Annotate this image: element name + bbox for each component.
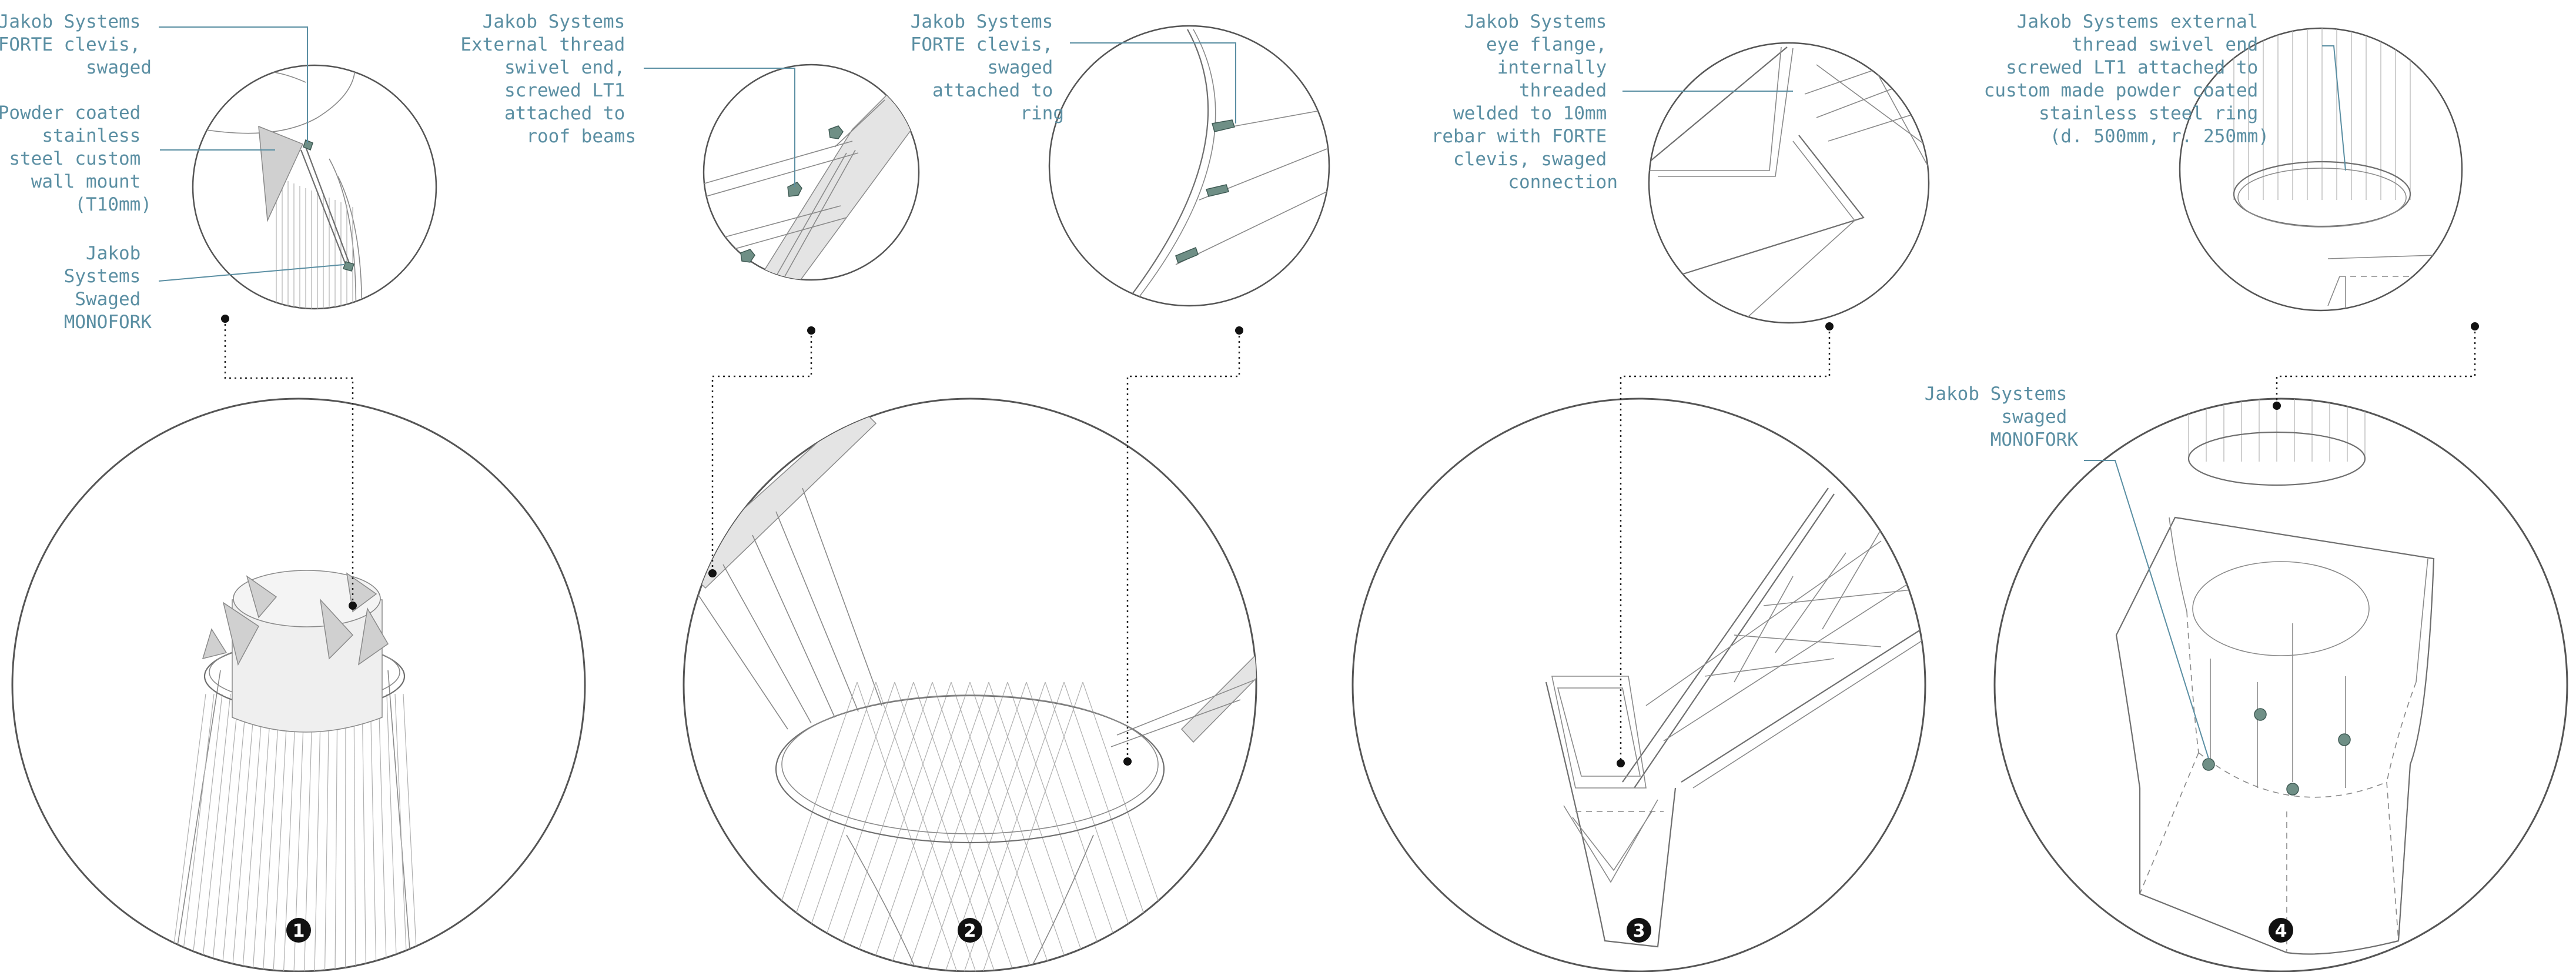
forte-clevis-ring-2 bbox=[1206, 184, 1229, 197]
monofork-fitting bbox=[343, 261, 354, 272]
detail-3: Jakob Systems eye flange, internally thr… bbox=[1351, 11, 1930, 972]
detail-3-callout-dot-bottom bbox=[1617, 759, 1625, 767]
leader-forte-clevis bbox=[159, 26, 308, 143]
detail-2-main-circle bbox=[683, 398, 1257, 972]
detail-2-callout-line-right bbox=[1126, 330, 1240, 761]
detail-3-callout-line bbox=[1620, 326, 1831, 763]
detail-2-callout-dot-3 bbox=[1235, 326, 1243, 335]
svg-text:2: 2 bbox=[964, 921, 976, 941]
swivel-end-fitting-3 bbox=[828, 125, 844, 139]
detail-1-number-badge: 1 bbox=[286, 918, 311, 943]
leader-swivel-end bbox=[644, 68, 795, 187]
label-d4-monofork: Jakob Systems swaged MONOFORK bbox=[1925, 383, 2079, 450]
detail-3-zoom-circle bbox=[1648, 42, 1930, 324]
monofork-fitting-1 bbox=[2254, 708, 2267, 721]
detail-2: Jakob Systems External thread swivel end… bbox=[460, 11, 1330, 972]
detail-1-zoom-linework bbox=[199, 65, 363, 309]
detail-2-callout-dot-2 bbox=[708, 569, 717, 577]
detail-4-number-badge: 4 bbox=[2269, 918, 2293, 943]
detail-1-main-linework bbox=[170, 570, 418, 971]
detail-2-zoom-circle-right bbox=[1048, 25, 1330, 307]
detail-1-callout-dot-bottom bbox=[349, 602, 357, 610]
swivel-end-fitting-2 bbox=[740, 249, 755, 263]
detail-4-callout-dot-bottom bbox=[2273, 402, 2281, 410]
detail-1-callout-dot-top bbox=[221, 315, 229, 323]
leader-monofork-d4 bbox=[2084, 460, 2209, 759]
monofork-fitting-4 bbox=[2338, 733, 2351, 746]
detail-4: Jakob Systems external thread swivel end… bbox=[1925, 11, 2568, 972]
label-d1-forte-clevis: Jakob Systems FORTE clevis, swaged bbox=[0, 11, 152, 78]
monofork-fitting-3 bbox=[2286, 783, 2299, 796]
forte-clevis-fitting bbox=[303, 139, 313, 151]
detail-2-callout-dot-4 bbox=[1123, 757, 1132, 766]
detail-3-callout-dot-top bbox=[1825, 322, 1834, 330]
detail-4-zoom-circle bbox=[2179, 27, 2463, 312]
monofork-fitting-2 bbox=[2202, 758, 2215, 771]
svg-text:3: 3 bbox=[1633, 921, 1645, 941]
label-d2-forte-clevis: Jakob Systems FORTE clevis, swaged attac… bbox=[911, 11, 1064, 124]
leader-forte-clevis-ring bbox=[1070, 42, 1236, 123]
forte-clevis-ring-1 bbox=[1212, 119, 1235, 132]
detail-2-callout-dot-1 bbox=[807, 326, 815, 335]
label-d2-swivel-end: Jakob Systems External thread swivel end… bbox=[460, 11, 636, 147]
detail-4-main-linework bbox=[2115, 399, 2435, 955]
detail-1: Jakob Systems FORTE clevis, swaged Powde… bbox=[0, 11, 586, 972]
leader-external-thread-ring bbox=[2322, 45, 2346, 171]
detail-1-callout-line bbox=[224, 319, 354, 606]
detail-1-zoom-circle bbox=[192, 64, 437, 310]
detail-3-number-badge: 3 bbox=[1627, 918, 1651, 943]
label-d4-external-thread: Jakob Systems external thread swivel end… bbox=[1984, 11, 2269, 147]
detail-4-callout-dot-top bbox=[2471, 322, 2479, 330]
detail-2-number-badge: 2 bbox=[958, 918, 982, 943]
swivel-end-fitting bbox=[787, 182, 802, 197]
detail-3-main-linework bbox=[1545, 487, 1925, 948]
label-d3-eye-flange: Jakob Systems eye flange, internally thr… bbox=[1431, 11, 1618, 193]
svg-text:4: 4 bbox=[2275, 921, 2287, 941]
svg-text:1: 1 bbox=[293, 921, 305, 941]
detail-4-zoom-linework bbox=[2233, 28, 2462, 310]
label-d1-wall-mount: Powder coated stainless steel custom wal… bbox=[0, 102, 152, 215]
detail-3-main-circle bbox=[1351, 398, 1926, 972]
label-d1-monofork: Jakob Systems Swaged MONOFORK bbox=[64, 243, 152, 333]
leader-monofork bbox=[158, 264, 344, 282]
forte-clevis-ring-3 bbox=[1175, 247, 1199, 263]
detail-4-main-circle bbox=[1993, 398, 2568, 972]
detail-4-callout-line bbox=[2276, 326, 2476, 406]
detail-2-callout-line-left bbox=[711, 330, 812, 573]
